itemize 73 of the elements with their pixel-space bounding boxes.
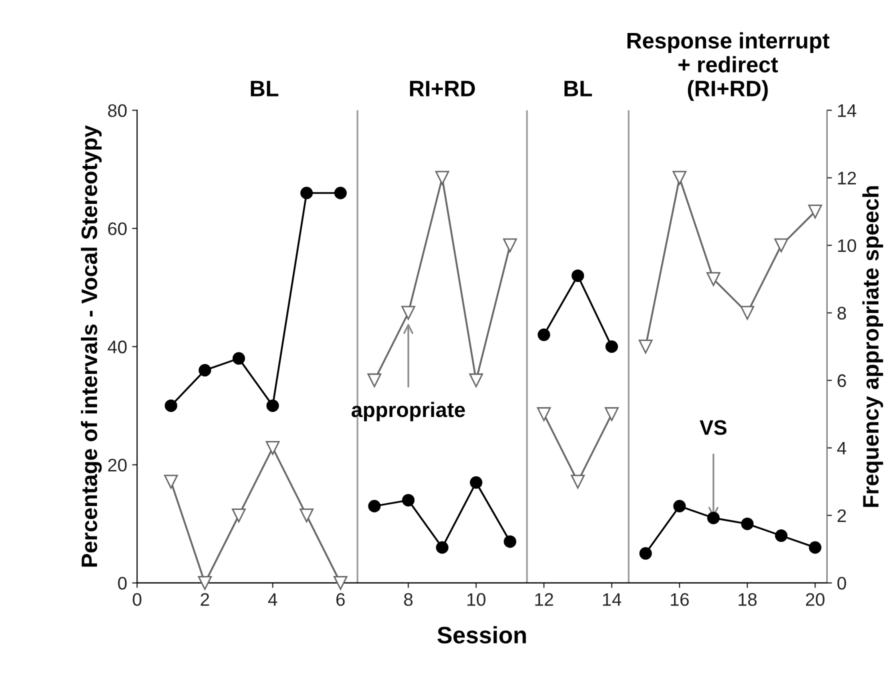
annotation: VS	[700, 420, 727, 435]
point	[368, 500, 381, 512]
x-tick-label: 0	[132, 593, 142, 606]
point	[570, 474, 585, 489]
point	[638, 340, 653, 354]
point	[232, 352, 246, 365]
x-tick-label: 10	[467, 593, 486, 606]
x-tick-label: 2	[200, 593, 210, 606]
point	[774, 238, 788, 252]
point	[740, 306, 754, 320]
text: BL	[564, 80, 592, 96]
point	[741, 518, 754, 530]
point	[402, 494, 415, 506]
y-tick-label: 40	[108, 340, 127, 354]
text: Response interrupt + redirect (RI+RD)	[627, 32, 830, 101]
text: BL	[250, 80, 278, 96]
x-tick-label: 4	[268, 593, 278, 606]
point	[808, 541, 822, 554]
x-tick-label: 20	[806, 593, 824, 606]
point	[198, 364, 212, 376]
point	[706, 272, 720, 286]
point	[435, 170, 450, 185]
point	[536, 407, 551, 422]
point	[266, 440, 280, 455]
y2-tick-label: 0	[837, 576, 846, 590]
point	[232, 508, 246, 522]
point	[469, 373, 484, 388]
point	[774, 529, 788, 542]
point	[334, 186, 347, 200]
point	[604, 407, 619, 422]
x-tick-label: 8	[404, 593, 413, 606]
point	[470, 476, 482, 489]
point	[605, 340, 618, 353]
y2-tick-label: 6	[838, 374, 846, 388]
y2-tick-label: 8	[838, 306, 846, 320]
y-tick-label: 20	[108, 458, 127, 472]
y-tick-label: 80	[108, 104, 127, 118]
point	[164, 474, 178, 489]
annotation: appropriate	[352, 402, 465, 422]
x-tick-label: 6	[336, 593, 345, 606]
point	[401, 306, 416, 320]
point	[572, 269, 584, 282]
x-tick-label: 14	[603, 593, 622, 606]
y2-tick-label: 2	[838, 509, 846, 522]
point	[673, 500, 686, 512]
x-tick-label: 18	[738, 593, 757, 606]
x-tick-label: 12	[535, 593, 554, 606]
point	[436, 541, 448, 554]
point	[300, 508, 314, 522]
x-tick-label: 16	[670, 593, 689, 606]
y2-tick-label: 4	[837, 442, 846, 454]
y2-tick-label: 10	[838, 239, 856, 252]
y-axis-title: Percentage of intervals - Vocal Stereotypy	[80, 125, 102, 567]
y2-tick-label: 14	[838, 104, 856, 117]
point	[538, 328, 550, 342]
y2-axis-title: Frequency appropriate speech	[862, 186, 884, 507]
point	[300, 186, 313, 200]
point	[504, 535, 516, 548]
point	[198, 576, 212, 590]
point	[334, 576, 348, 590]
x-axis-title: Session	[437, 626, 526, 644]
text: RI+RD	[410, 80, 475, 96]
y-tick-label: 60	[108, 222, 127, 236]
point	[367, 373, 382, 388]
point	[808, 204, 822, 219]
point	[639, 547, 652, 560]
point	[164, 399, 178, 412]
y2-tick-label: 12	[838, 172, 856, 184]
y-tick-label: 0	[118, 576, 127, 590]
point	[707, 512, 720, 524]
point	[266, 399, 279, 412]
point	[503, 238, 517, 252]
point	[672, 170, 686, 185]
